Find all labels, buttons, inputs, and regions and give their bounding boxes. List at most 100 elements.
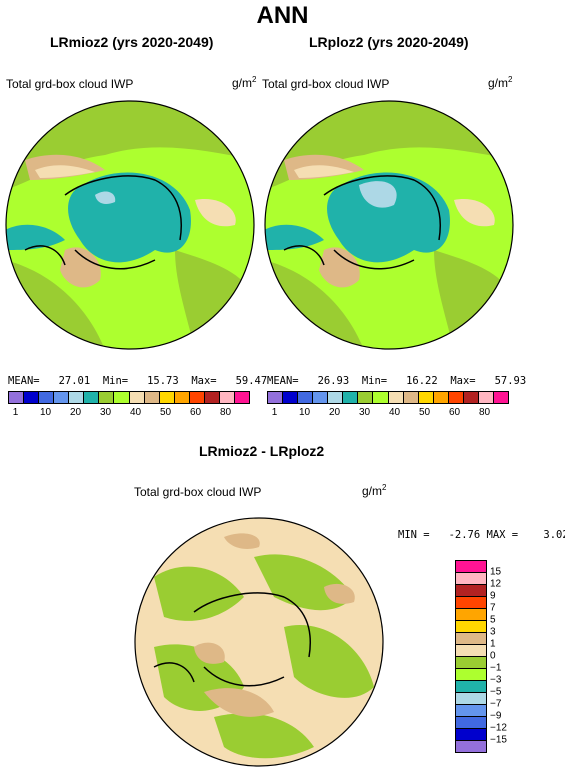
colorbar-swatch [84,392,100,403]
colorbar-swatch [358,392,374,403]
colorbar-swatch [129,392,145,403]
diff-colorbar-swatch [456,609,486,621]
colorbar-swatch [373,392,389,403]
diff-colorbar-labels: 15 12 9 7 5 3 1 0 −1 −3 −5 −7 −9 −12 −15 [490,560,530,752]
colorbar-swatch [313,392,329,403]
diff-colorbar-swatch [456,597,486,609]
colorbar-tick-label: 50 [418,407,431,418]
diff-colorbar-swatch [456,681,486,693]
panel-1-title: LRmioz2 (yrs 2020-2049) [50,34,214,50]
diff-colorbar-tick-label: −12 [490,722,507,734]
diff-colorbar-tick-label: −3 [490,674,502,686]
diff-colorbar-tick-label: 5 [490,614,496,626]
colorbar-swatch [204,392,220,403]
colorbar-swatch [174,392,190,403]
colorbar-swatch [328,392,344,403]
diff-colorbar-swatch [456,633,486,645]
diff-colorbar-swatch [456,657,486,669]
colorbar-tick-label: 20 [69,407,82,418]
diff-colorbar-swatch [456,705,486,717]
diff-colorbar-tick-label: 15 [490,566,502,578]
diff-colorbar-swatch [456,645,486,657]
colorbar-tick-label: 80 [478,407,491,418]
colorbar-swatch [343,392,359,403]
diff-colorbar-swatch [456,729,486,741]
panel-1-colorbar-labels: 1 10 20 30 40 50 60 80 [8,407,248,419]
panel-2-polar-map [264,100,514,350]
panel-1-units: g/m2 [232,75,257,90]
diff-panel-title: LRmioz2 - LRploz2 [199,443,325,459]
diff-colorbar-tick-label: −5 [490,686,502,698]
colorbar-swatch [219,392,235,403]
panel-2-units: g/m2 [488,75,513,90]
diff-colorbar-swatch [456,573,486,585]
colorbar-swatch [9,392,25,403]
colorbar-swatch [403,392,419,403]
colorbar-tick-label: 50 [159,407,172,418]
diff-colorbar-tick-label: 0 [490,650,496,662]
colorbar-swatch [478,392,494,403]
colorbar-tick-label: 10 [298,407,311,418]
colorbar-swatch [493,392,508,403]
colorbar-swatch [24,392,40,403]
colorbar-tick-label: 1 [12,407,19,418]
panel-2-variable-label: Total grd-box cloud IWP [262,77,390,91]
colorbar-tick-label: 80 [219,407,232,418]
colorbar-swatch [114,392,130,403]
panel-1-polar-map [5,100,255,350]
page-title: ANN [256,2,309,29]
colorbar-swatch [268,392,284,403]
diff-panel-stats: MIN = -2.76 MAX = 3.02 [398,529,565,541]
diff-colorbar-swatch [456,693,486,705]
diff-colorbar-tick-label: −1 [490,662,502,674]
diff-colorbar-tick-label: −15 [490,734,507,746]
diff-colorbar-swatch [456,561,486,573]
colorbar-swatch [189,392,205,403]
colorbar-swatch [418,392,434,403]
colorbar-tick-label: 10 [39,407,52,418]
colorbar-swatch [463,392,479,403]
panel-1-stats: MEAN= 27.01 Min= 15.73 Max= 59.47 [8,375,268,387]
colorbar-swatch [283,392,299,403]
colorbar-tick-label: 1 [271,407,278,418]
colorbar-tick-label: 40 [388,407,401,418]
diff-colorbar-swatch [456,621,486,633]
colorbar-swatch [448,392,464,403]
diff-colorbar-swatch [456,669,486,681]
diff-panel-polar-map [134,517,384,767]
diff-colorbar-swatch [456,585,486,597]
diff-colorbar-swatch [456,717,486,729]
colorbar-tick-label: 60 [189,407,202,418]
diff-colorbar-swatch [456,741,486,752]
panel-2-colorbar-labels: 1 10 20 30 40 50 60 80 [267,407,507,419]
diff-colorbar-tick-label: 9 [490,590,496,602]
colorbar-tick-label: 40 [129,407,142,418]
panel-1-colorbar [8,391,250,404]
colorbar-swatch [99,392,115,403]
colorbar-swatch [159,392,175,403]
colorbar-swatch [298,392,314,403]
panel-2-stats: MEAN= 26.93 Min= 16.22 Max= 57.93 [267,375,527,387]
diff-colorbar-tick-label: 12 [490,578,502,590]
panel-2-title: LRploz2 (yrs 2020-2049) [309,34,469,50]
colorbar-swatch [39,392,55,403]
colorbar-tick-label: 60 [448,407,461,418]
colorbar-swatch [388,392,404,403]
panel-1-variable-label: Total grd-box cloud IWP [6,77,134,91]
colorbar-swatch [54,392,70,403]
diff-colorbar-tick-label: 7 [490,602,496,614]
diff-panel-units: g/m2 [362,483,387,498]
colorbar-swatch [234,392,249,403]
colorbar-tick-label: 30 [99,407,112,418]
colorbar-tick-label: 30 [358,407,371,418]
diff-colorbar-tick-label: −7 [490,698,502,710]
colorbar-tick-label: 20 [328,407,341,418]
colorbar-swatch [69,392,85,403]
diff-colorbar [455,560,487,753]
colorbar-swatch [433,392,449,403]
diff-colorbar-tick-label: 3 [490,626,496,638]
diff-panel-variable-label: Total grd-box cloud IWP [134,485,262,499]
colorbar-swatch [144,392,160,403]
diff-colorbar-tick-label: 1 [490,638,496,650]
diff-colorbar-tick-label: −9 [490,710,502,722]
